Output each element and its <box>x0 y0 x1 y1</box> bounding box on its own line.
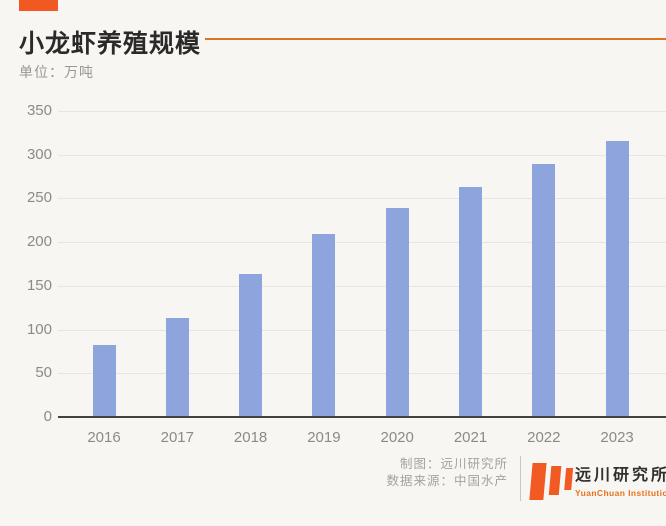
logo-name-en: YuanChuan Institution <box>575 488 666 498</box>
logo-name-cn: 远川研究所 <box>575 467 666 484</box>
y-tick-label: 0 <box>43 408 52 425</box>
bar-2023 <box>605 140 629 416</box>
y-tick-label: 300 <box>26 145 52 163</box>
gridline <box>58 329 666 331</box>
gridline <box>58 242 666 244</box>
bar-2021 <box>459 187 482 416</box>
source-line: 数据来源：中国水产 <box>386 474 508 488</box>
x-tick-label: 2017 <box>160 429 194 446</box>
bar-2017 <box>165 318 189 416</box>
footer-divider <box>520 456 521 501</box>
bar-2020 <box>385 208 409 416</box>
logo-text: 远川研究所 YuanChuan Institution <box>575 461 666 498</box>
x-tick-label: 2023 <box>600 429 634 446</box>
page-title: 小龙虾养殖规模 <box>19 30 202 58</box>
gridline <box>58 111 666 112</box>
x-tick-label: 2020 <box>380 429 414 446</box>
header-accent-block <box>19 0 58 11</box>
bar-2016 <box>92 345 116 416</box>
x-tick-label: 2021 <box>453 429 488 446</box>
bar-2018 <box>239 273 263 416</box>
yuanchuan-logo: 远川研究所 YuanChuan Institution <box>529 458 666 504</box>
footer-credits: 制图：远川研究所 数据来源：中国水产 <box>386 456 508 490</box>
y-tick-label: 50 <box>35 364 52 382</box>
y-tick-label: 200 <box>26 233 52 251</box>
x-tick-label: 2016 <box>87 429 121 446</box>
y-tick-label: 100 <box>26 320 52 338</box>
header-accent-line <box>205 38 666 40</box>
gridline <box>58 373 666 375</box>
bar-2022 <box>532 164 556 416</box>
gridline <box>58 154 666 156</box>
y-tick-label: 350 <box>26 102 52 119</box>
y-tick-label: 150 <box>26 276 52 294</box>
logo-bars-icon <box>529 458 577 504</box>
bar-2019 <box>312 234 336 416</box>
x-tick-label: 2022 <box>527 429 561 446</box>
gridline <box>58 285 666 287</box>
y-tick-label: 250 <box>26 189 52 207</box>
x-axis-line <box>58 416 666 418</box>
credit-line: 制图：远川研究所 <box>399 457 508 471</box>
unit-label: 单位：万吨 <box>19 64 94 80</box>
x-tick-label: 2019 <box>307 429 341 446</box>
gridline <box>58 198 666 200</box>
x-tick-label: 2018 <box>233 429 268 446</box>
